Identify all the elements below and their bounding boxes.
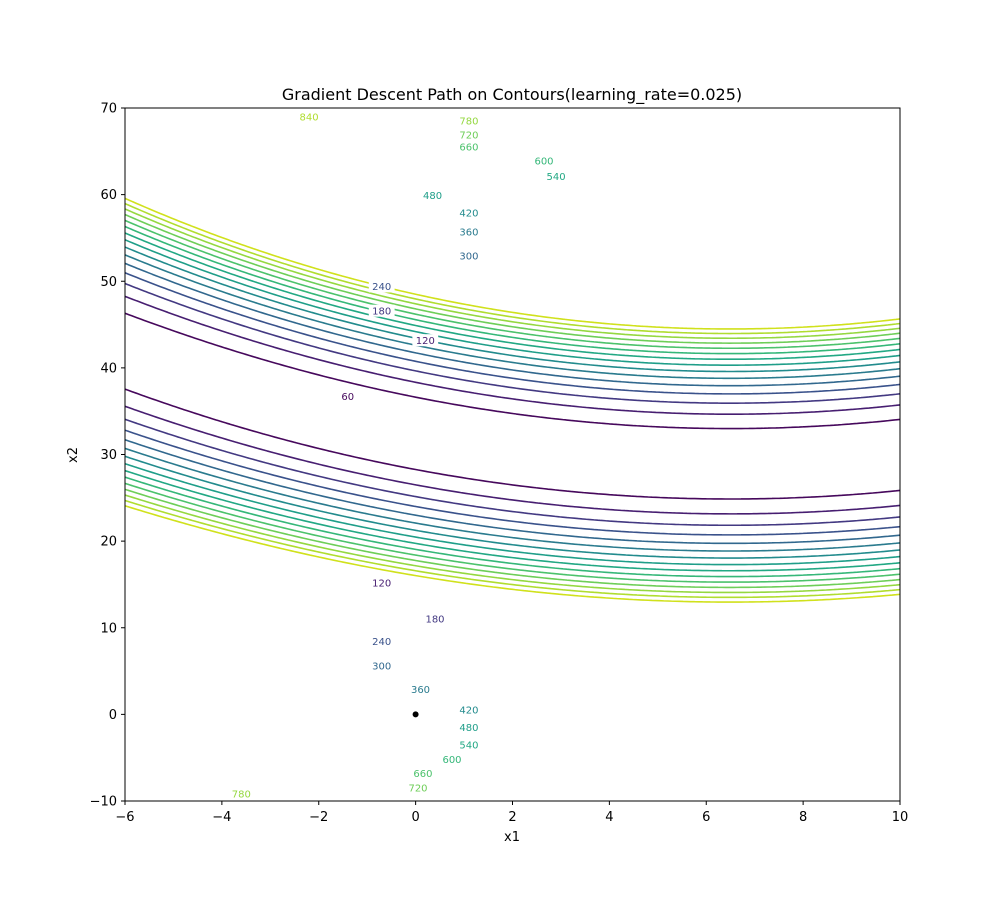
x-tick-label: −6 <box>115 810 134 825</box>
axes-frame <box>124 107 901 802</box>
contour-label-600: 600 <box>534 156 553 167</box>
x-axis-ticks: −6 −4 −2 0 2 4 6 8 10 <box>115 801 908 825</box>
contour-line-840 <box>125 202 900 599</box>
contour-label-gap <box>543 170 569 183</box>
contour-label-gap <box>456 128 482 141</box>
contour-label-gap <box>368 280 395 293</box>
contour-label-300: 300 <box>372 662 391 673</box>
contour-label-gap <box>368 576 395 589</box>
contour-label-780: 780 <box>459 117 478 128</box>
contour-labels: 60 120 120 180 180 240 240 300 300 360 360 420 420 48… <box>228 110 569 801</box>
y-tick-label: 50 <box>100 275 117 290</box>
contour-line-540 <box>125 232 900 572</box>
contour-label-720: 720 <box>408 784 427 795</box>
contour-label-gap <box>456 225 482 238</box>
contour-line-120 <box>125 295 900 515</box>
y-tick-label: 10 <box>100 621 117 636</box>
contour-label-gap <box>456 206 482 219</box>
contour-label-720: 720 <box>459 131 478 142</box>
contour-label-gap <box>338 390 358 403</box>
contour-label-540: 540 <box>459 740 478 751</box>
y-tick-label: 40 <box>100 361 117 376</box>
contour-label-gap <box>405 782 431 794</box>
contour-label-gap <box>228 788 255 801</box>
contour-label-480: 480 <box>423 191 442 202</box>
contour-label-gap <box>439 753 465 766</box>
y-tick-label: 20 <box>100 535 117 550</box>
y-axis-label: x2 <box>66 447 81 463</box>
contour-label-gap <box>456 250 482 263</box>
x-tick-label: 10 <box>892 810 909 825</box>
contour-label-540: 540 <box>547 172 566 183</box>
contour-label-gap <box>368 659 395 672</box>
contour-line-660 <box>125 219 900 583</box>
plot-area: 60 120 120 180 180 240 240 300 300 360 360 420 420 48… <box>124 107 901 802</box>
contour-label-gap <box>368 635 395 648</box>
contour-line-60 <box>125 312 900 500</box>
chart-title: Gradient Descent Path on Contours(learni… <box>282 85 742 105</box>
contour-label-420: 420 <box>459 208 478 219</box>
contour-label-60: 60 <box>341 392 354 403</box>
contour-line-900 <box>125 197 900 603</box>
contour-label-420: 420 <box>459 706 478 717</box>
contour-lines <box>125 197 900 603</box>
contour-label-gap <box>368 304 395 317</box>
contour-line-240 <box>125 272 900 536</box>
contour-line-780 <box>125 208 900 594</box>
contour-line-720 <box>125 213 900 589</box>
contour-label-300: 300 <box>459 252 478 263</box>
contour-line-600 <box>125 225 900 578</box>
contour-label-gap <box>531 154 557 167</box>
x-tick-label: 2 <box>508 810 516 825</box>
contour-label-gap <box>407 683 434 696</box>
contour-label-gap <box>296 110 322 123</box>
contour-label-180: 180 <box>372 306 391 317</box>
contour-label-240: 240 <box>372 637 391 648</box>
contour-label-gap <box>456 141 482 153</box>
contour-label-gap <box>419 189 446 202</box>
contour-line-180 <box>125 282 900 527</box>
x-tick-label: 8 <box>799 810 807 825</box>
contour-label-600: 600 <box>442 755 461 766</box>
x-tick-label: 4 <box>605 810 613 825</box>
y-axis-ticks: −10 0 10 20 30 40 50 60 70 <box>90 102 125 810</box>
x-tick-label: 0 <box>411 810 419 825</box>
contour-label-gap <box>410 767 436 780</box>
contour-label-180: 180 <box>425 615 444 626</box>
contour-label-gap <box>456 704 482 716</box>
contour-label-360: 360 <box>411 685 430 696</box>
contour-label-240: 240 <box>372 282 391 293</box>
y-tick-label: 30 <box>100 448 117 463</box>
y-tick-label: 60 <box>100 188 117 203</box>
contour-line-300 <box>125 262 900 545</box>
contour-label-660: 660 <box>413 769 432 780</box>
contour-label-gap <box>422 613 448 626</box>
y-tick-label: 0 <box>109 708 117 723</box>
contour-label-660: 660 <box>459 143 478 154</box>
contour-label-480: 480 <box>459 723 478 734</box>
contour-line-360 <box>125 254 900 552</box>
y-tick-label: −10 <box>90 795 117 810</box>
x-tick-label: −4 <box>212 810 231 825</box>
contour-label-120: 120 <box>372 578 391 589</box>
contour-label-360: 360 <box>459 228 478 239</box>
contour-label-780: 780 <box>232 790 251 801</box>
x-tick-label: −2 <box>309 810 328 825</box>
contour-label-840: 840 <box>300 112 319 123</box>
y-tick-label: 70 <box>100 102 117 117</box>
contour-line-420 <box>125 246 900 559</box>
descent-point-0 <box>412 711 419 718</box>
contour-label-gap <box>412 334 439 347</box>
x-axis-label: x1 <box>504 830 520 845</box>
contour-label-gap <box>456 721 482 734</box>
contour-label-gap <box>456 115 482 127</box>
x-tick-label: 6 <box>702 810 710 825</box>
contour-label-120: 120 <box>416 336 435 347</box>
gradient-descent-path <box>412 711 419 718</box>
contour-label-gap <box>456 738 482 751</box>
